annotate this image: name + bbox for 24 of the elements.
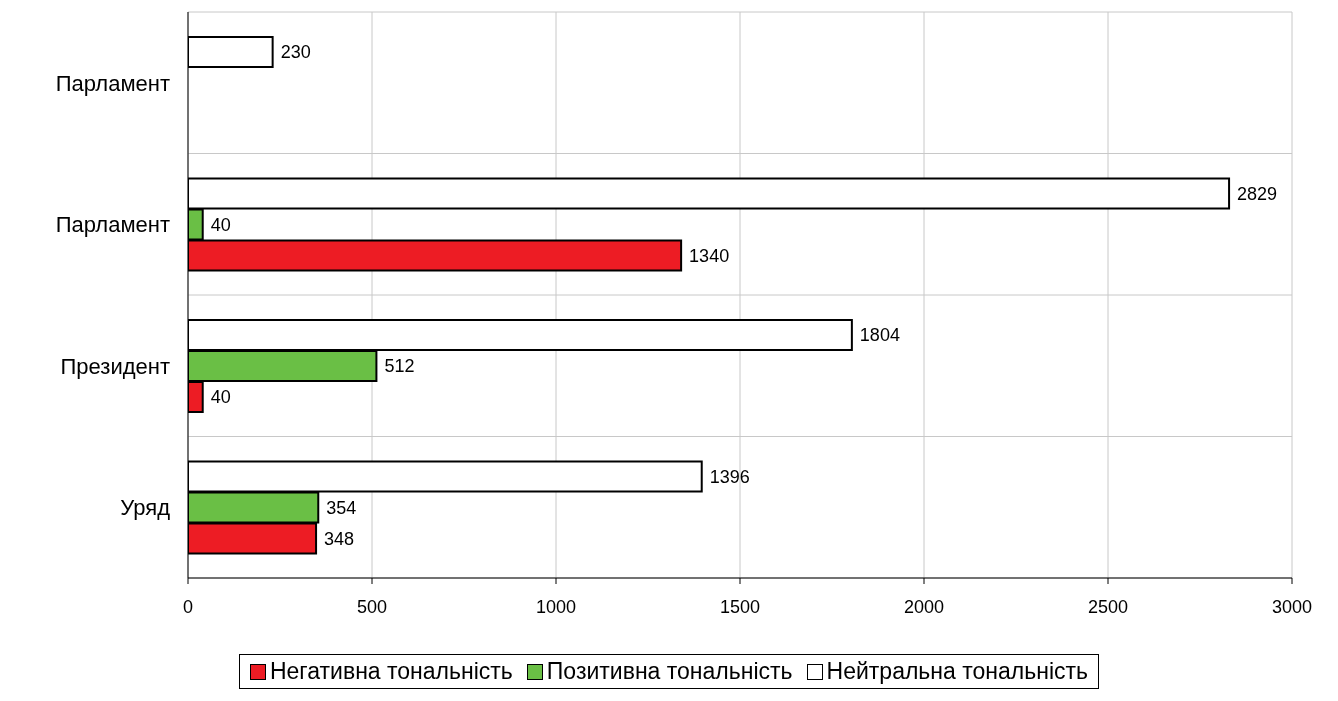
data-label: 348 [324, 528, 355, 549]
y-tick-label: Парламент [55, 212, 170, 238]
data-label: 230 [280, 42, 311, 63]
data-label: 2829 [1237, 183, 1278, 204]
data-label: 1804 [859, 325, 900, 346]
legend-label: Позитивна тональність [546, 658, 793, 685]
x-tick-label: 3000 [1271, 596, 1313, 617]
data-label: 1396 [709, 466, 750, 487]
data-label: 40 [210, 387, 231, 408]
x-tick-label: 1500 [719, 596, 761, 617]
data-label: 512 [384, 356, 415, 377]
data-label: 1340 [689, 245, 730, 266]
y-tick-label: Парламент [55, 70, 170, 96]
legend-label: Негативна тональність [269, 658, 513, 685]
x-tick-label: 0 [182, 596, 194, 617]
y-tick-label: Уряд [120, 495, 171, 521]
x-tick-label: 1000 [535, 596, 577, 617]
data-label: 40 [210, 214, 231, 235]
data-label: 354 [326, 497, 357, 518]
y-tick-label: Президент [60, 353, 170, 379]
x-tick-label: 2000 [903, 596, 945, 617]
x-tick-label: 2500 [1087, 596, 1129, 617]
x-tick-label: 500 [356, 596, 388, 617]
legend-label: Нейтральна тональність [826, 658, 1089, 685]
